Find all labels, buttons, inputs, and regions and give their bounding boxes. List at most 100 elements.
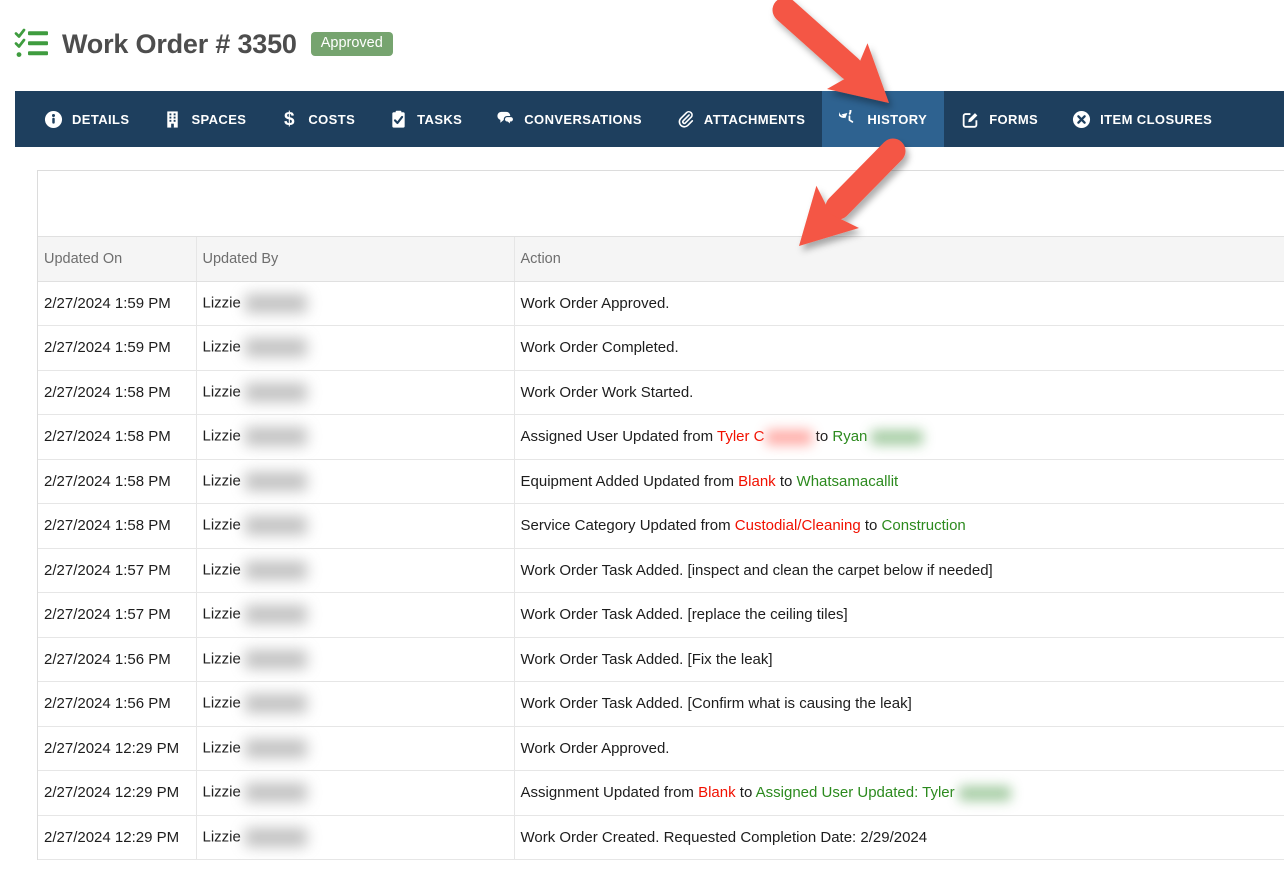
redacted-last-name bbox=[244, 560, 307, 580]
action-text-segment: Assignment Updated from bbox=[520, 784, 699, 802]
updated-on-cell: 2/27/2024 1:56 PM bbox=[38, 681, 197, 727]
action-cell: Work Order Created. Requested Completion… bbox=[514, 815, 1284, 860]
redacted-last-name bbox=[244, 694, 307, 714]
col-header-action[interactable]: Action bbox=[514, 237, 1284, 282]
action-cell: Assigned User Updated from Tyler C to Ry… bbox=[514, 414, 1284, 460]
updated-by-cell: Lizzie bbox=[196, 637, 515, 682]
tab-details[interactable]: DETAILS bbox=[27, 91, 146, 147]
table-header-row: Updated On Updated By Action bbox=[38, 237, 1284, 282]
action-cell: Work Order Task Added. [Fix the leak] bbox=[514, 637, 1284, 682]
action-text-segment: Work Order Task Added. [inspect and clea… bbox=[520, 561, 993, 579]
history-row: 2/27/2024 12:29 PM Lizzie Work Order Creat… bbox=[38, 815, 1284, 860]
redacted-last-name bbox=[244, 427, 307, 447]
updated-by-name: Lizzie bbox=[202, 338, 241, 356]
updated-by-cell: Lizzie bbox=[196, 503, 515, 549]
updated-on-cell: 2/27/2024 1:57 PM bbox=[38, 548, 197, 593]
history-row: 2/27/2024 1:58 PM Lizzie Assigned User Upd… bbox=[38, 414, 1284, 460]
history-row: 2/27/2024 1:58 PM Lizzie Service Category … bbox=[38, 503, 1284, 549]
updated-by-name: Lizzie bbox=[202, 694, 241, 712]
status-badge: Approved bbox=[310, 31, 393, 57]
action-text-segment: to bbox=[860, 517, 882, 535]
redacted-last-name bbox=[244, 605, 307, 625]
redacted-last-name bbox=[244, 293, 307, 313]
history-clock-icon bbox=[839, 109, 858, 129]
updated-on-cell: 2/27/2024 12:29 PM bbox=[38, 726, 197, 771]
action-text-segment: Work Order Task Added. [Fix the leak] bbox=[520, 650, 773, 668]
col-header-updated-by[interactable]: Updated By bbox=[196, 237, 515, 282]
updated-by-cell: Lizzie bbox=[196, 281, 515, 326]
clipboard-check-icon bbox=[389, 110, 408, 129]
page-header: Work Order # 3350 Approved bbox=[0, 0, 1284, 88]
redacted-name-blur-green bbox=[871, 429, 924, 445]
action-text-segment: Service Category Updated from bbox=[520, 517, 735, 535]
redacted-last-name bbox=[244, 382, 307, 402]
action-text-segment: Work Order Task Added. [Confirm what is … bbox=[520, 695, 912, 713]
action-cell: Work Order Completed. bbox=[514, 325, 1284, 371]
tab-label: ATTACHMENTS bbox=[703, 111, 806, 127]
updated-on-cell: 2/27/2024 12:29 PM bbox=[38, 770, 197, 816]
action-cell: Work Order Approved. bbox=[514, 726, 1284, 771]
updated-by-name: Lizzie bbox=[202, 383, 241, 401]
updated-on-cell: 2/27/2024 1:58 PM bbox=[38, 503, 197, 549]
action-text-segment: Tyler C bbox=[717, 428, 765, 446]
action-text-segment: Whatsamacallit bbox=[796, 472, 899, 490]
updated-by-cell: Lizzie bbox=[196, 726, 515, 771]
redacted-last-name bbox=[244, 783, 307, 803]
action-cell: Equipment Added Updated from Blank to Wh… bbox=[514, 459, 1284, 504]
tab-forms[interactable]: FORMS bbox=[944, 91, 1055, 147]
tab-conversations[interactable]: CONVERSATIONS bbox=[479, 91, 659, 147]
updated-on-cell: 2/27/2024 12:29 PM bbox=[38, 815, 197, 860]
tab-tasks[interactable]: TASKS bbox=[372, 91, 479, 147]
updated-on-cell: 2/27/2024 1:58 PM bbox=[38, 414, 197, 460]
updated-by-cell: Lizzie bbox=[196, 548, 515, 593]
tab-label: ITEM CLOSURES bbox=[1100, 111, 1213, 127]
action-text-segment: Assigned User Updated from bbox=[520, 428, 717, 446]
action-text-segment: Work Order Approved. bbox=[520, 739, 670, 757]
action-text-segment: to bbox=[775, 472, 797, 490]
tab-attachments[interactable]: ATTACHMENTS bbox=[659, 91, 822, 147]
tab-costs[interactable]: $ COSTS bbox=[263, 91, 372, 147]
action-text-segment: Work Order Approved. bbox=[520, 294, 670, 312]
updated-by-name: Lizzie bbox=[202, 605, 241, 623]
action-text-segment: Custodial/Cleaning bbox=[734, 517, 861, 535]
work-order-page: Work Order # 3350 Approved DETAILS SPACES… bbox=[0, 0, 1284, 860]
chat-bubbles-icon bbox=[496, 110, 515, 129]
checklist-icon bbox=[14, 28, 50, 60]
updated-by-name: Lizzie bbox=[202, 650, 241, 668]
redacted-name-blur-green bbox=[958, 785, 1011, 801]
history-row: 2/27/2024 1:56 PM Lizzie Work Order Task A… bbox=[38, 637, 1284, 682]
tab-item-closures[interactable]: ITEM CLOSURES bbox=[1055, 91, 1229, 147]
updated-by-cell: Lizzie bbox=[196, 681, 515, 727]
tab-history[interactable]: HISTORY bbox=[822, 91, 945, 147]
action-text-segment: Construction bbox=[881, 517, 966, 535]
updated-by-cell: Lizzie bbox=[196, 325, 515, 371]
building-icon bbox=[163, 110, 182, 129]
history-row: 2/27/2024 12:29 PM Lizzie Work Order Appro… bbox=[38, 726, 1284, 771]
action-text-segment: Blank bbox=[738, 472, 776, 490]
updated-on-cell: 2/27/2024 1:58 PM bbox=[38, 459, 197, 504]
paperclip-icon bbox=[676, 110, 695, 129]
action-text-segment: to bbox=[735, 784, 756, 802]
updated-by-cell: Lizzie bbox=[196, 459, 515, 504]
tab-label: HISTORY bbox=[867, 111, 928, 127]
updated-by-name: Lizzie bbox=[202, 561, 241, 579]
close-circle-icon bbox=[1072, 110, 1091, 129]
history-row: 2/27/2024 1:58 PM Lizzie Work Order Work S… bbox=[38, 370, 1284, 415]
redacted-last-name bbox=[244, 471, 307, 491]
col-header-updated-on[interactable]: Updated On bbox=[38, 237, 197, 282]
action-cell: Work Order Task Added. [inspect and clea… bbox=[514, 548, 1284, 593]
svg-text:$: $ bbox=[284, 110, 295, 129]
tab-spaces[interactable]: SPACES bbox=[146, 91, 263, 147]
history-row: 2/27/2024 1:59 PM Lizzie Work Order Comple… bbox=[38, 325, 1284, 371]
redacted-last-name bbox=[244, 516, 307, 536]
updated-by-cell: Lizzie bbox=[196, 414, 515, 460]
updated-by-name: Lizzie bbox=[202, 472, 241, 490]
action-text-segment: Work Order Work Started. bbox=[520, 383, 694, 401]
updated-on-cell: 2/27/2024 1:58 PM bbox=[38, 370, 197, 415]
action-text-segment: Work Order Created. Requested Completion… bbox=[520, 828, 928, 846]
updated-by-cell: Lizzie bbox=[196, 370, 515, 415]
action-text-segment: Work Order Completed. bbox=[520, 339, 679, 357]
updated-by-cell: Lizzie bbox=[196, 592, 515, 638]
redacted-last-name bbox=[244, 738, 307, 758]
action-cell: Assignment Updated from Blank to Assigne… bbox=[514, 770, 1284, 816]
